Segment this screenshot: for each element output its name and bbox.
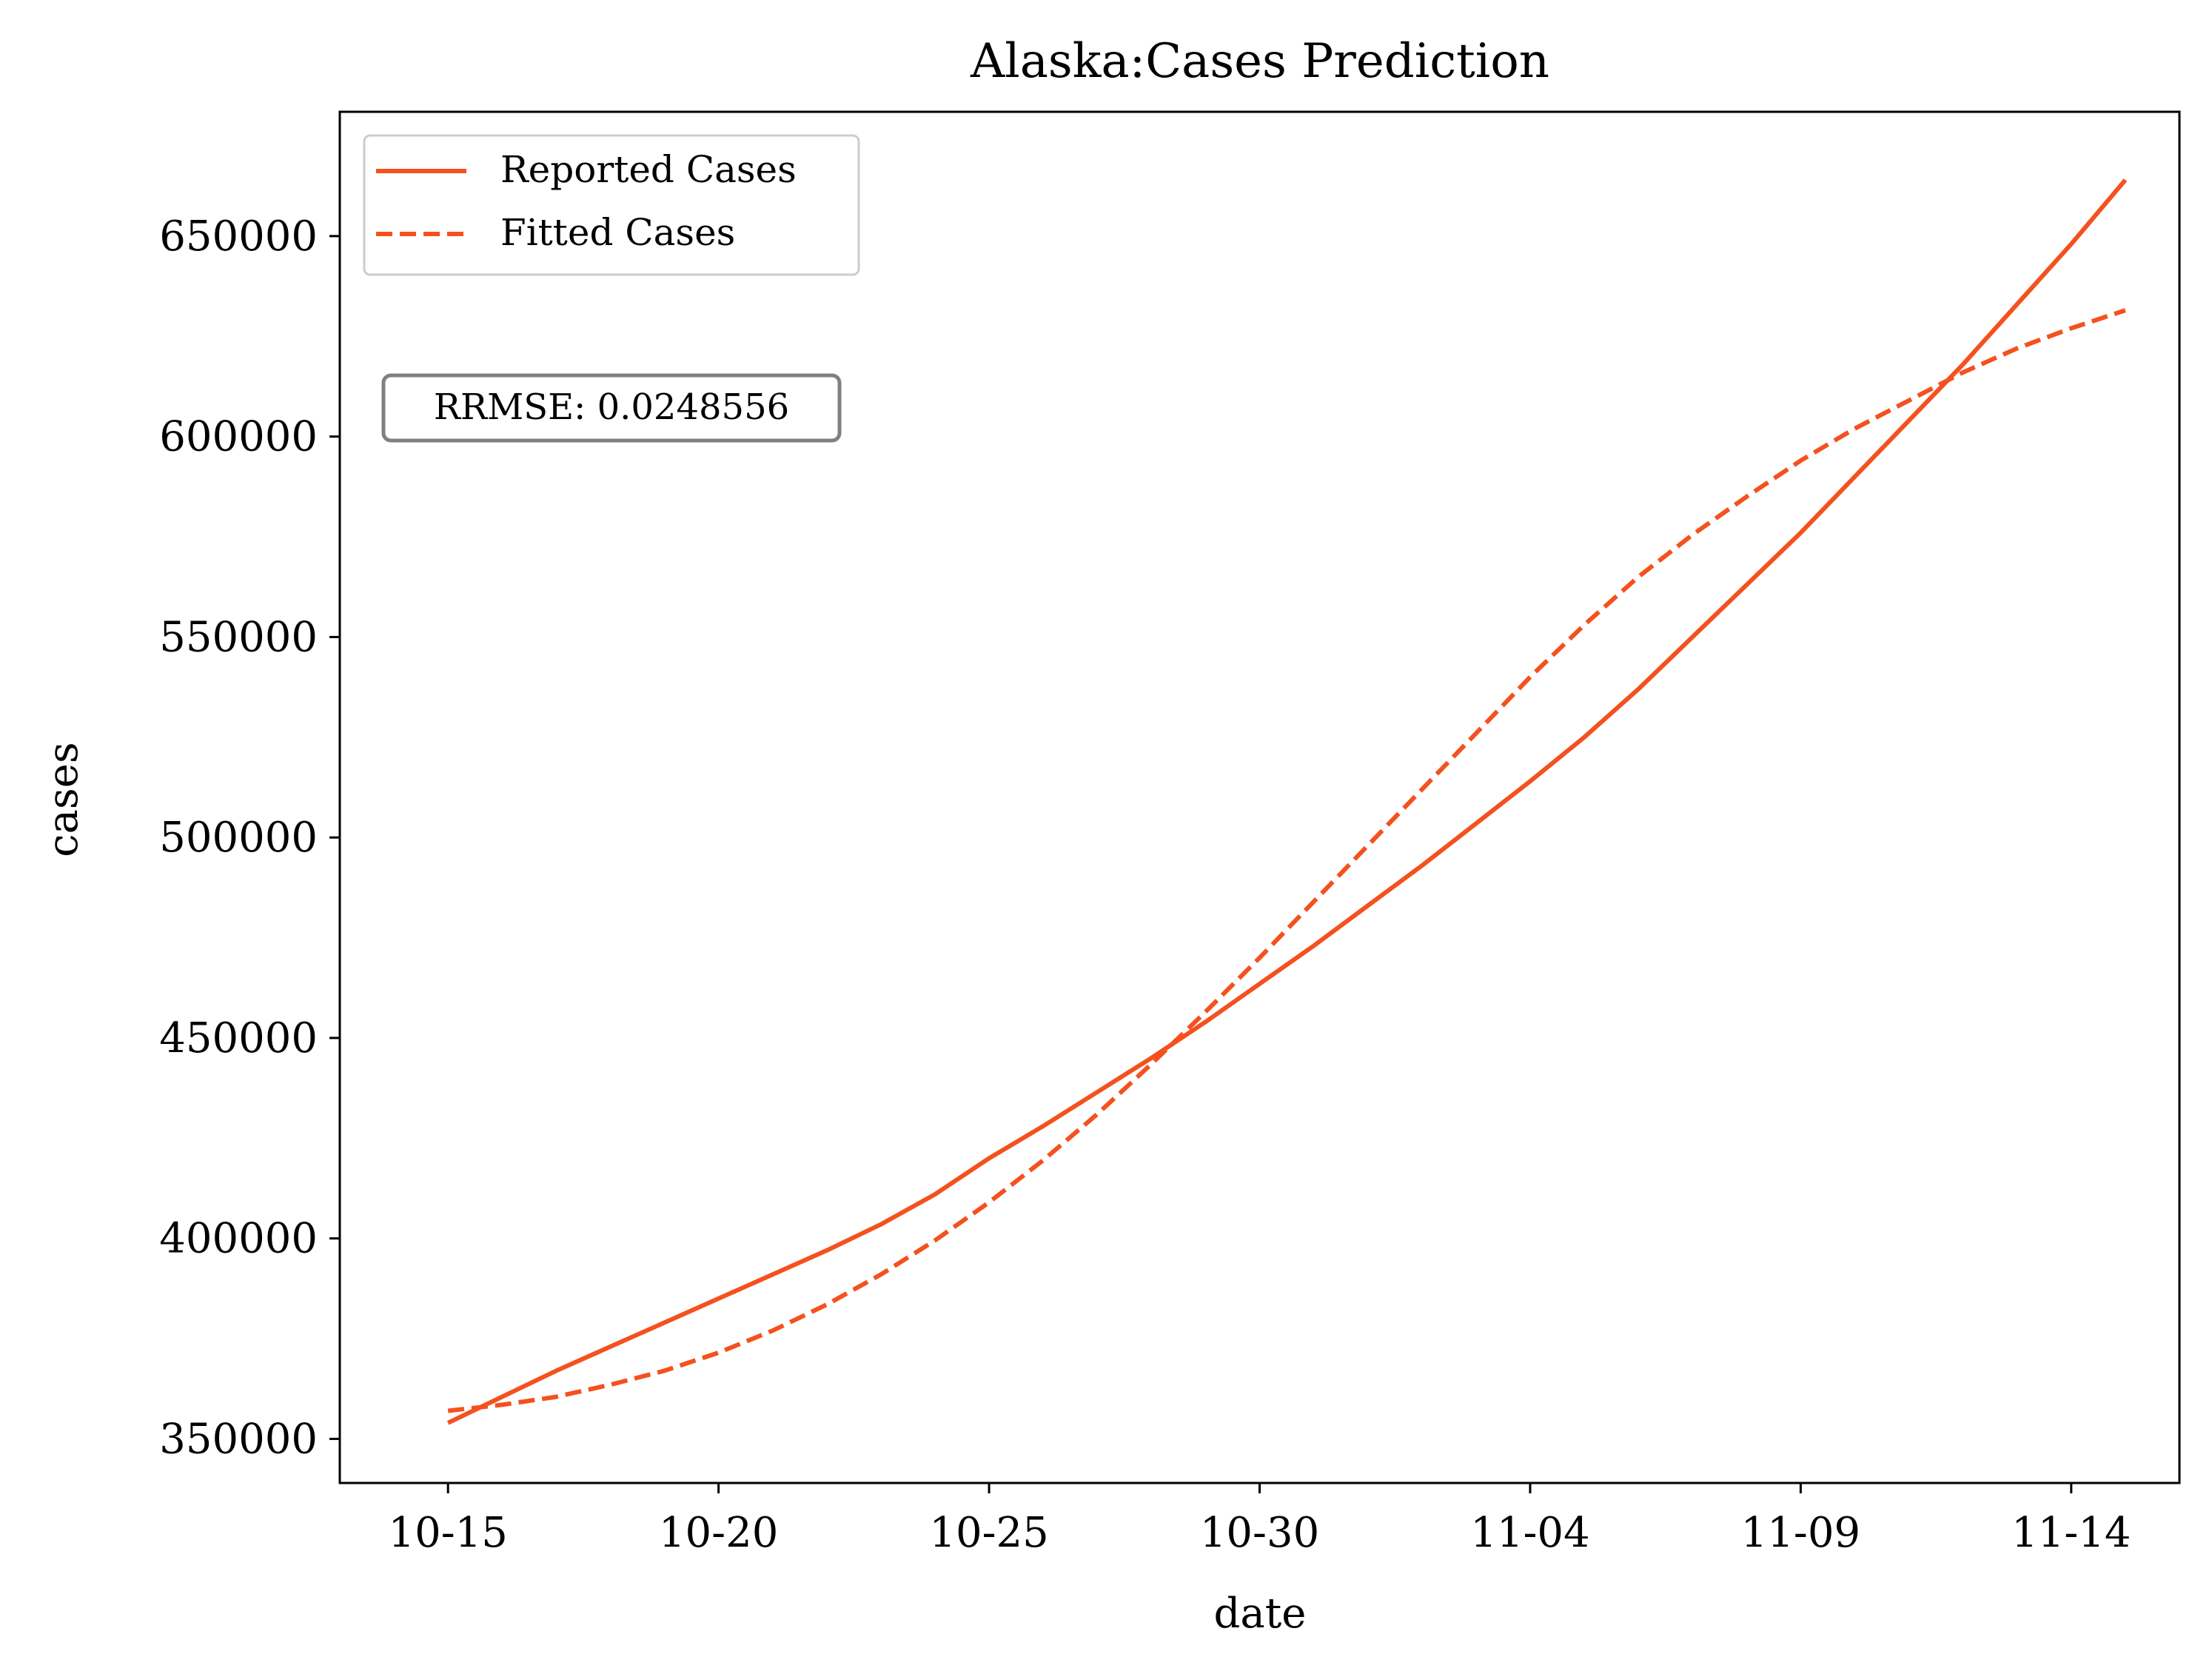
x-tick-label: 11-04: [1470, 1509, 1589, 1557]
x-tick-label: 10-30: [1200, 1509, 1319, 1557]
x-tick-label: 11-14: [2011, 1509, 2131, 1557]
annotation-box: [381, 373, 842, 443]
x-axis-label: date: [1214, 1590, 1307, 1638]
x-tick-label: 10-15: [388, 1509, 507, 1557]
legend: Reported Cases Fitted Cases: [363, 134, 860, 276]
plot-frame: [338, 110, 2181, 1484]
y-tick-label: 450000: [159, 1014, 318, 1062]
legend-label-reported: Reported Cases: [500, 148, 797, 191]
rrmse-annotation: RRMSE: 0.0248556: [381, 373, 842, 443]
y-tick-label: 600000: [159, 413, 318, 461]
x-axis: 10-15 10-20 10-25 10-30 11-04 11-09 11-14: [388, 1483, 2131, 1557]
x-tick-label: 10-25: [929, 1509, 1048, 1557]
chart-title: Alaska:Cases Prediction: [970, 34, 1549, 89]
y-tick-label: 550000: [159, 613, 318, 661]
y-tick-label: 400000: [159, 1215, 318, 1263]
y-tick-label: 500000: [159, 814, 318, 862]
y-axis-label: cases: [39, 742, 87, 857]
legend-box: [363, 134, 860, 276]
series-line-fitted: [447, 308, 2126, 1413]
y-axis: 350000 400000 450000 500000 550000 600000 6500…: [159, 212, 340, 1463]
series-line-reported: [446, 178, 2128, 1425]
legend-label-fitted: Fitted Cases: [500, 211, 735, 254]
y-tick-label: 650000: [159, 212, 318, 261]
series-layer: [446, 178, 2128, 1425]
annotation-text: RRMSE: 0.0248556: [434, 386, 789, 428]
y-tick-label: 350000: [159, 1415, 318, 1463]
x-tick-label: 10-20: [659, 1509, 778, 1557]
x-tick-label: 11-09: [1741, 1509, 1860, 1557]
